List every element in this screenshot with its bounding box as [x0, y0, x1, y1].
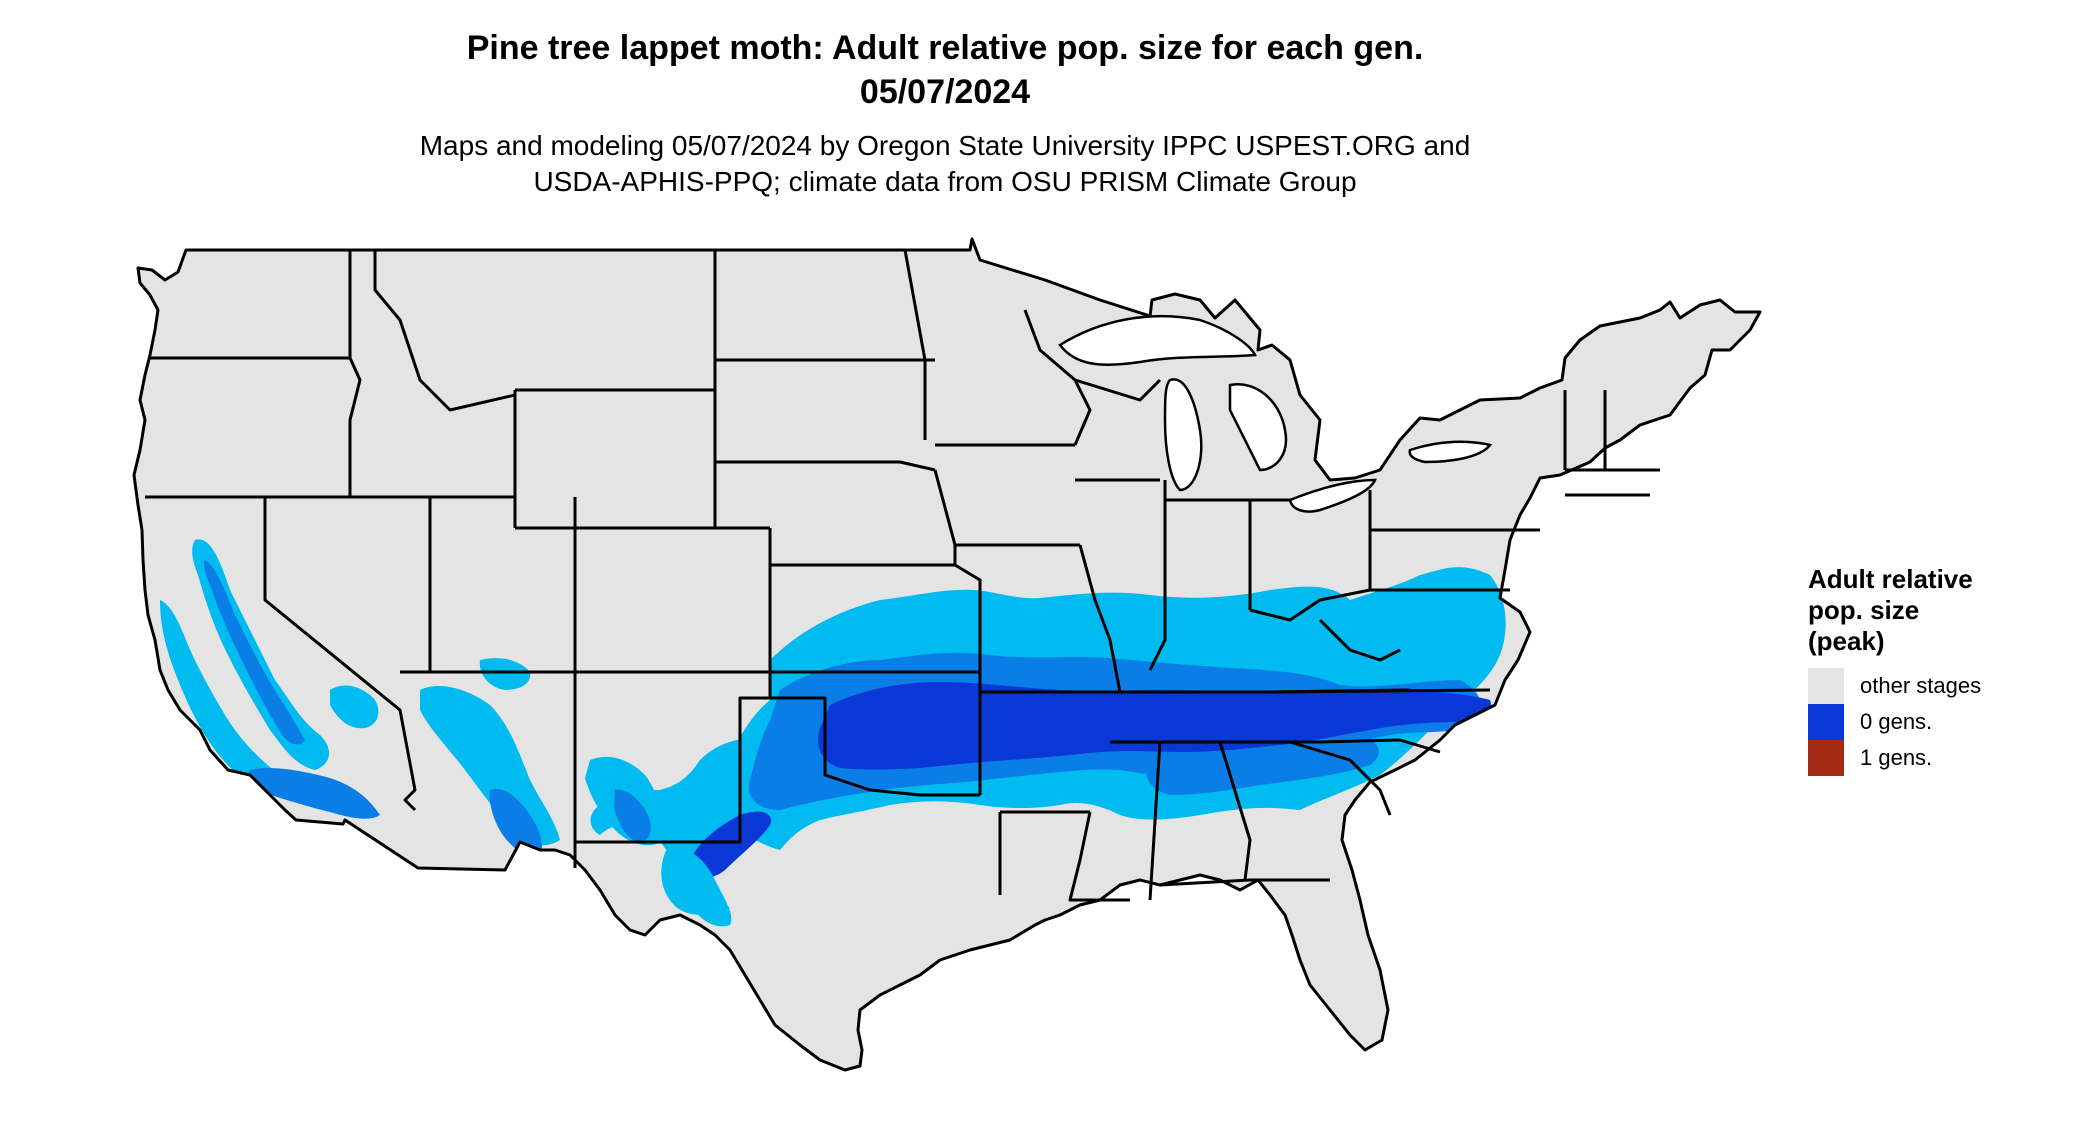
- border-la-ms: [1068, 811, 1130, 902]
- border-il-mo: [1078, 544, 1122, 693]
- patch-utah: [479, 658, 531, 690]
- legend-title-line-2: pop. size: [1808, 595, 1920, 625]
- great-lakes: [1058, 314, 1493, 513]
- border-ga-fl: [1159, 878, 1330, 887]
- patch-california-sierra-dark: [203, 560, 305, 745]
- legend-swatch-1-gens: [1808, 740, 1844, 776]
- map-title-date: 05/07/2024: [859, 73, 1031, 111]
- legend-swatch-0-gens: [1808, 704, 1844, 740]
- us-outline: [132, 237, 1762, 1072]
- legend-label-0-gens: 0 gens.: [1860, 709, 1933, 734]
- border-ne-ia: [933, 469, 957, 565]
- legend-title-line-1: Adult relative: [1808, 564, 1973, 594]
- lake-huron: [1228, 382, 1288, 472]
- patch-west-texas: [670, 849, 732, 927]
- patch-new-mexico-dark: [614, 789, 651, 842]
- state-borders: [132, 237, 1762, 1072]
- border-il-in: [1148, 480, 1167, 671]
- band-dark-blue-texas: [690, 811, 771, 878]
- border-mi-wi: [1074, 378, 1162, 402]
- border-va-wv: [1318, 618, 1401, 662]
- patch-florida-keys-red: [1320, 1096, 1355, 1106]
- map-title-line-1: Pine tree lappet moth: Adult relative po…: [466, 29, 1424, 67]
- patch-arizona: [420, 685, 560, 846]
- border-ms-al: [1148, 741, 1162, 901]
- border-sd-ne: [715, 460, 936, 472]
- legend-label-1-gens: 1 gens.: [1860, 745, 1933, 770]
- patch-socal: [248, 767, 380, 819]
- border-nc-sc: [1319, 738, 1441, 754]
- legend-title-line-3: (peak): [1808, 626, 1885, 656]
- lake-ontario: [1408, 440, 1493, 464]
- border-ok-tx: [740, 696, 980, 797]
- patch-arizona-dark: [489, 789, 542, 859]
- legend-label-other-stages: other stages: [1860, 673, 1982, 698]
- border-ga-sc: [1289, 740, 1392, 816]
- border-ca-nv: [263, 497, 417, 812]
- border-mn-nd: [903, 249, 927, 440]
- legend-swatch-other-stages: [1808, 668, 1844, 704]
- lake-erie: [1288, 478, 1377, 513]
- border-ky-wv-oh: [1249, 588, 1371, 622]
- patch-nevada: [330, 685, 379, 729]
- lake-superior: [1058, 314, 1257, 367]
- lake-michigan: [1163, 378, 1203, 492]
- border-nc-va: [1269, 688, 1491, 694]
- band-dark-blue: [818, 682, 1491, 770]
- border-or-id: [348, 357, 362, 497]
- map-subtitle-line-1: Maps and modeling 05/07/2024 by Oregon S…: [419, 130, 1471, 161]
- border-ks-mo: [954, 563, 982, 795]
- map-subtitle-line-2: USDA-APHIS-PPQ; climate data from OSU PR…: [533, 166, 1357, 197]
- border-new-england: [1565, 468, 1660, 497]
- border-al-ga: [1218, 741, 1252, 881]
